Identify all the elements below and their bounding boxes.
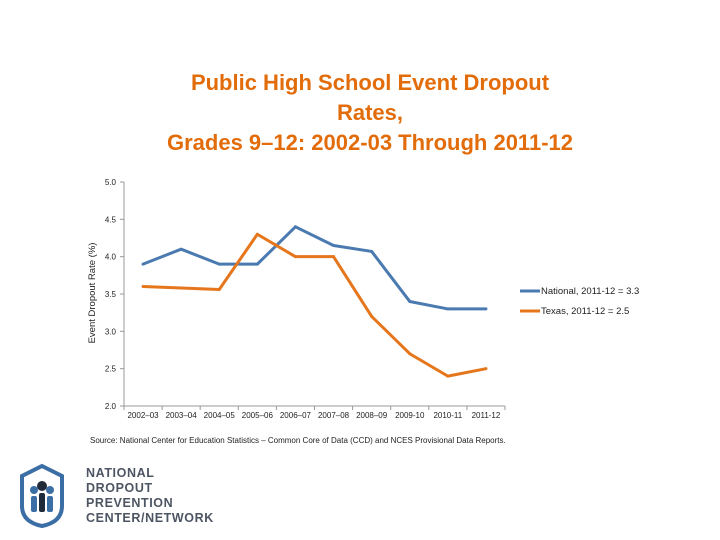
chart-legend: National, 2011-12 = 3.3 Texas, 2011-12 = …: [520, 286, 639, 317]
y-tick-label: 5.0: [105, 178, 117, 187]
x-tick-label: 2002–03: [127, 411, 159, 420]
data-point: [141, 262, 145, 266]
data-point: [179, 247, 183, 251]
series-line-1: [142, 232, 487, 378]
data-point: [370, 314, 374, 318]
x-tick-label: 2004–05: [204, 411, 236, 420]
x-tick-label: 2009-10: [395, 411, 425, 420]
series-line-0: [142, 225, 486, 311]
legend-label: Texas, 2011-12 = 2.5: [541, 306, 629, 317]
logo-line-3: PREVENTION: [86, 496, 174, 510]
y-tick-label: 2.0: [105, 402, 117, 411]
data-point: [217, 288, 221, 292]
x-tick-label: 2008–09: [356, 411, 388, 420]
data-point: [484, 307, 488, 311]
y-tick-label: 3.5: [105, 290, 117, 299]
x-tick-label: 2010-11: [433, 411, 462, 420]
data-point: [446, 307, 450, 311]
y-tick-label: 4.5: [105, 215, 117, 224]
data-point: [332, 243, 336, 247]
x-tick-label: 2007–08: [318, 411, 350, 420]
x-tick-label: 2011-12: [472, 411, 501, 420]
data-point: [484, 367, 488, 371]
data-point: [446, 374, 450, 378]
y-axis-label: Event Dropout Rate (%): [87, 243, 98, 344]
logo-text: NATIONAL DROPOUT PREVENTION CENTER/NETWO…: [86, 466, 214, 526]
line-chart: 2.0 2.5 3.0 3.5 4.0 4.5 5.0 2002–03 2003–04 2004–…: [87, 178, 639, 420]
logo-line-1: NATIONAL: [86, 466, 155, 480]
y-tick-label: 2.5: [105, 365, 117, 374]
logo-line-4: CENTER/NETWORK: [86, 511, 214, 525]
data-point: [408, 299, 412, 303]
data-point: [141, 285, 145, 289]
chart-title: Public High School Event Dropout Rates, …: [120, 68, 620, 158]
organization-logo-icon: [20, 463, 64, 528]
data-point: [217, 262, 221, 266]
x-tick-label: 2005–06: [242, 411, 274, 420]
data-point: [255, 262, 259, 266]
chart-title-line-3: Grades 9–12: 2002-03 Through 2011-12: [167, 130, 573, 155]
source-note: Source: National Center for Education St…: [90, 436, 506, 445]
data-point: [293, 225, 297, 229]
y-tick-label: 4.0: [105, 253, 117, 262]
chart-title-line-2: Rates,: [336, 100, 404, 125]
y-tick-label: 3.0: [105, 327, 117, 336]
logo-line-2: DROPOUT: [86, 481, 153, 495]
x-tick-label: 2003–04: [166, 411, 198, 420]
legend-label: National, 2011-12 = 3.3: [541, 286, 639, 297]
data-point: [293, 255, 297, 259]
chart-axes: 2.0 2.5 3.0 3.5 4.0 4.5 5.0 2002–03 2003–04 2004–…: [105, 178, 506, 420]
x-tick-label: 2006–07: [280, 411, 312, 420]
chart-series: [141, 225, 488, 378]
data-point: [179, 286, 183, 290]
chart-title-line-1: Public High School Event Dropout: [190, 70, 550, 95]
data-point: [408, 352, 412, 356]
data-point: [370, 249, 374, 253]
data-point: [255, 232, 259, 236]
data-point: [332, 255, 336, 259]
